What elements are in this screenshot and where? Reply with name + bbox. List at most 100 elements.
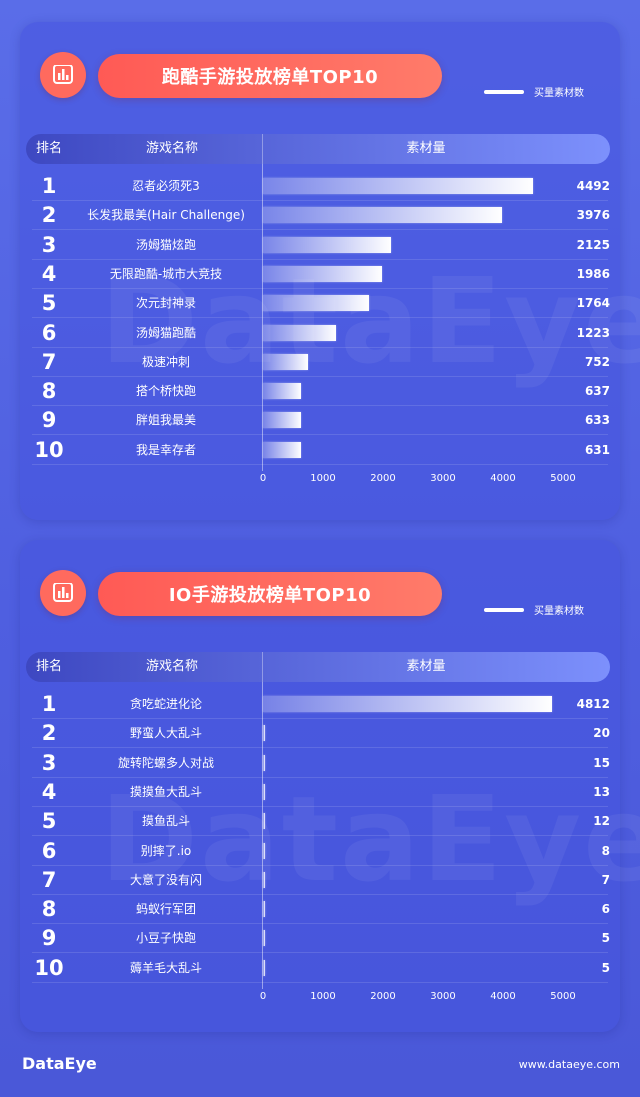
rank-label: 7: [41, 867, 57, 892]
footer-logo: DataEye: [22, 1054, 97, 1073]
row-separator: [32, 981, 608, 983]
rank-label: 9: [41, 926, 57, 951]
tick-label: 0: [259, 473, 267, 484]
value-label: 4492: [576, 179, 610, 193]
row-separator: [32, 375, 608, 377]
table-row: 10 我是幸存者 631: [20, 436, 620, 465]
game-name: 无限跑酷-城市大竞技: [109, 266, 223, 281]
row-separator: [32, 835, 608, 837]
rank-label: 5: [41, 809, 57, 834]
tick-label: 3000: [430, 473, 456, 484]
game-name: 次元封神录: [135, 296, 196, 311]
game-name: 汤姆猫跑酷: [135, 325, 196, 340]
game-name: 汤姆猫炫跑: [135, 237, 196, 252]
bar: [263, 813, 265, 830]
bar: [263, 207, 502, 224]
rank-label: 8: [41, 897, 57, 922]
rank-label: 2: [41, 721, 57, 746]
game-name: 野蛮人大乱斗: [129, 726, 202, 741]
row-separator: [32, 200, 608, 201]
game-name: 我是幸存者: [135, 442, 196, 457]
bar: [263, 324, 337, 341]
bar: [263, 842, 265, 859]
row-separator: [32, 864, 608, 866]
axis-line: [262, 164, 263, 471]
legend-label: 买量素材数: [534, 88, 584, 99]
table-row: 2 长发我最美(Hair Challenge) 3976: [20, 201, 620, 231]
row-separator: [32, 434, 608, 436]
tick-label: 2000: [370, 991, 396, 1002]
footer-url: www.dataeye.com: [518, 1058, 620, 1071]
game-name: 摸摸鱼大乱斗: [129, 784, 202, 799]
header-divider: [262, 652, 263, 682]
game-name: 蚂蚁行军团: [135, 902, 196, 917]
rank-label: 7: [41, 349, 57, 374]
bar-chart-icon: [40, 52, 86, 98]
game-name: 胖姐我最美: [135, 413, 196, 428]
row-separator: [32, 776, 608, 778]
bar: [263, 959, 265, 976]
game-name: 搭个桥快跑: [135, 384, 196, 399]
tick-label: 4000: [490, 991, 516, 1002]
value-label: 6: [601, 902, 610, 917]
value-label: 7: [601, 872, 610, 887]
row-separator: [32, 952, 608, 954]
game-name: 别摔了.io: [140, 843, 192, 858]
rank-label: 1: [41, 174, 57, 198]
bar: [263, 383, 302, 400]
game-name: 旋转陀螺多人对战: [117, 755, 214, 770]
value-label: 1223: [576, 325, 610, 340]
tick-label: 0: [259, 991, 267, 1002]
table-row: 4 摸摸鱼大乱斗 13: [20, 778, 620, 807]
value-label: 1764: [576, 296, 610, 311]
table-row: 5 次元封神录 1764: [20, 289, 620, 319]
bar: [263, 441, 301, 458]
bar: [263, 353, 309, 370]
rank-label: 3: [41, 750, 57, 775]
game-name: 薅羊毛大乱斗: [129, 960, 202, 975]
table-row: 3 汤姆猫炫跑 2125: [20, 231, 620, 260]
game-name: 极速冲刺: [141, 354, 190, 369]
game-name: 忍者必须死3: [132, 179, 200, 193]
value-label: 633: [584, 413, 610, 428]
rank-label: 9: [41, 408, 57, 433]
tick-label: 3000: [430, 991, 456, 1002]
row-separator: [32, 317, 608, 319]
rank-label: 6: [41, 838, 57, 863]
legend: 买量素材数: [484, 84, 584, 99]
bar: [263, 412, 301, 429]
bar: [263, 783, 265, 800]
header-value: 素材量: [406, 141, 446, 156]
value-label: 4812: [576, 697, 610, 711]
table-row: 6 汤姆猫跑酷 1223: [20, 319, 620, 348]
bar-chart-icon: [40, 570, 86, 616]
legend: 买量素材数: [484, 602, 584, 617]
table-row: 7 极速冲刺 752: [20, 348, 620, 377]
row-separator: [32, 805, 608, 807]
axis-line: [262, 682, 263, 989]
rank-label: 3: [41, 232, 57, 257]
table-row: 1 忍者必须死3 4492: [20, 172, 620, 201]
table-header: 排名 游戏名称 素材量: [26, 134, 610, 164]
value-label: 1986: [576, 266, 610, 281]
game-name: 小豆子快跑: [135, 931, 196, 946]
row-separator: [32, 287, 608, 289]
bar: [263, 295, 369, 312]
tick-label: 4000: [490, 473, 516, 484]
bar: [263, 930, 265, 947]
rank-label: 4: [41, 261, 57, 286]
table-row: 4 无限跑酷-城市大竞技 1986: [20, 260, 620, 289]
table-row: 9 小豆子快跑 5: [20, 924, 620, 954]
table-row: 10 薅羊毛大乱斗 5: [20, 954, 620, 983]
value-label: 3976: [576, 208, 610, 223]
value-label: 752: [584, 354, 610, 369]
row-separator: [32, 229, 608, 231]
chart-title: 跑酷手游投放榜单TOP10: [98, 54, 442, 98]
table-row: 9 胖姐我最美 633: [20, 406, 620, 436]
rank-label: 1: [41, 692, 57, 716]
row-separator: [32, 258, 608, 260]
row-separator: [32, 923, 608, 925]
table-header: 排名 游戏名称 素材量: [26, 652, 610, 682]
bar: [263, 901, 265, 918]
legend-swatch: [484, 89, 524, 94]
